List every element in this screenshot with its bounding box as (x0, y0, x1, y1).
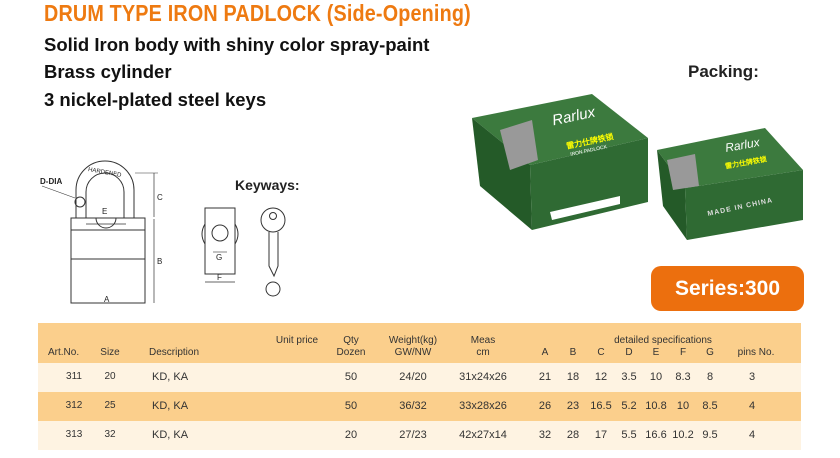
f-label: F (217, 273, 222, 282)
feature-3: 3 nickel-plated steel keys (44, 89, 267, 110)
cell-spec-f: 8.3 (675, 371, 691, 383)
large-packing-box: Rarlux 雷力仕牌铁锁 IRON PADLOCK (470, 90, 650, 230)
cell-size: 20 (104, 371, 116, 382)
page-title: DRUM TYPE IRON PADLOCK (Side-Opening) (44, 0, 471, 26)
cell-spec-d: 5.5 (621, 429, 637, 441)
cell-spec-e: 16.6 (645, 429, 667, 441)
cell-art-no: 311 (66, 371, 82, 382)
cell-art-no: 312 (65, 400, 83, 411)
cell-spec-g: 8.5 (702, 400, 718, 412)
e-label: E (102, 207, 107, 216)
cell-spec-a: 26 (538, 400, 552, 412)
feature-1: Solid Iron body with shiny color spray-p… (44, 34, 430, 55)
cell-weight: 36/32 (399, 400, 427, 412)
g-label: G (216, 253, 222, 262)
cell-spec-d: 3.5 (621, 371, 637, 383)
cell-meas: 33x28x26 (459, 400, 507, 412)
a-label: A (104, 295, 110, 304)
header-unit-price: Unit price (275, 335, 319, 346)
cell-spec-f: 10 (676, 400, 690, 412)
cell-qty: 50 (344, 400, 358, 412)
header-art-no: Art.No. (48, 347, 80, 358)
cell-spec-a: 21 (538, 371, 552, 383)
header-weight: Weight(kg) (388, 335, 438, 346)
cell-size: 25 (104, 400, 116, 411)
series-badge: Series:300 (651, 266, 804, 311)
header-detailed-specs: detailed specifications (614, 335, 712, 346)
cell-meas: 31x24x26 (459, 371, 507, 383)
header-spec-a: A (541, 347, 549, 358)
hardened-label: HARDENED (88, 167, 123, 179)
cell-spec-c: 17 (594, 429, 608, 441)
cell-spec-a: 32 (538, 429, 552, 441)
header-spec-d: D (625, 347, 633, 358)
cell-pins: 3 (748, 371, 756, 383)
table-header: Art.No. Size Description Unit price Qty … (38, 323, 801, 363)
table-row: 311 20 KD, KA 50 24/20 31x24x26 21 18 12 3.5 10 8.3… (38, 363, 801, 392)
cell-spec-g: 8 (706, 371, 714, 383)
header-weight-unit: GW/NW (394, 347, 432, 358)
cell-description: KD, KA (152, 371, 189, 383)
packing-label: Packing: (688, 62, 759, 81)
header-spec-b: B (569, 347, 577, 358)
cell-pins: 4 (748, 400, 756, 412)
header-spec-g: G (706, 347, 714, 358)
cell-spec-g: 9.5 (702, 429, 718, 441)
cell-art-no: 313 (65, 429, 83, 440)
cell-spec-c: 12 (594, 371, 608, 383)
cell-description: KD, KA (152, 400, 189, 412)
keyways-label: Keyways: (235, 177, 300, 193)
header-spec-e: E (652, 347, 660, 358)
cell-qty: 20 (344, 429, 358, 441)
header-meas-unit: cm (476, 347, 490, 358)
header-pins: pins No. (737, 347, 775, 358)
cell-pins: 4 (748, 429, 756, 441)
cell-spec-d: 5.2 (621, 400, 637, 412)
header-spec-c: C (597, 347, 605, 358)
table-row: 313 32 KD, KA 20 27/23 42x27x14 32 28 17 5.5 16.6 1… (38, 421, 801, 450)
cell-spec-f: 10.2 (672, 429, 694, 441)
cell-spec-b: 23 (566, 400, 580, 412)
table-row: 312 25 KD, KA 50 36/32 33x28x26 26 23 16.5 5.2 10.… (38, 392, 801, 421)
header-qty: Qty (343, 335, 359, 346)
c-label: C (157, 193, 163, 202)
cell-weight: 24/20 (399, 371, 427, 383)
header-meas: Meas (470, 335, 496, 346)
cell-spec-c: 16.5 (590, 400, 612, 412)
cell-spec-e: 10 (649, 371, 663, 383)
cell-qty: 50 (344, 371, 358, 383)
cell-weight: 27/23 (399, 429, 427, 441)
keyway-diagram: G F (201, 207, 286, 297)
padlock-dimension-diagram: D-DIA HARDENED E A C B (40, 160, 163, 304)
feature-2: Brass cylinder (44, 61, 172, 82)
d-dia-label: D-DIA (40, 177, 62, 186)
cell-spec-e: 10.8 (645, 400, 667, 412)
cell-meas: 42x27x14 (459, 429, 507, 441)
small-packing-box: Rarlux 雷力仕牌铁锁 MADE IN CHINA (655, 120, 805, 240)
header-qty-unit: Dozen (336, 347, 366, 358)
cell-spec-b: 28 (566, 429, 580, 441)
header-spec-f: F (679, 347, 687, 358)
cell-size: 32 (104, 429, 116, 440)
b-label: B (157, 257, 162, 266)
spec-table: Art.No. Size Description Unit price Qty … (38, 323, 801, 451)
cell-spec-b: 18 (566, 371, 580, 383)
header-description: Description (149, 347, 200, 358)
header-size: Size (100, 347, 120, 358)
cell-description: KD, KA (152, 429, 189, 441)
